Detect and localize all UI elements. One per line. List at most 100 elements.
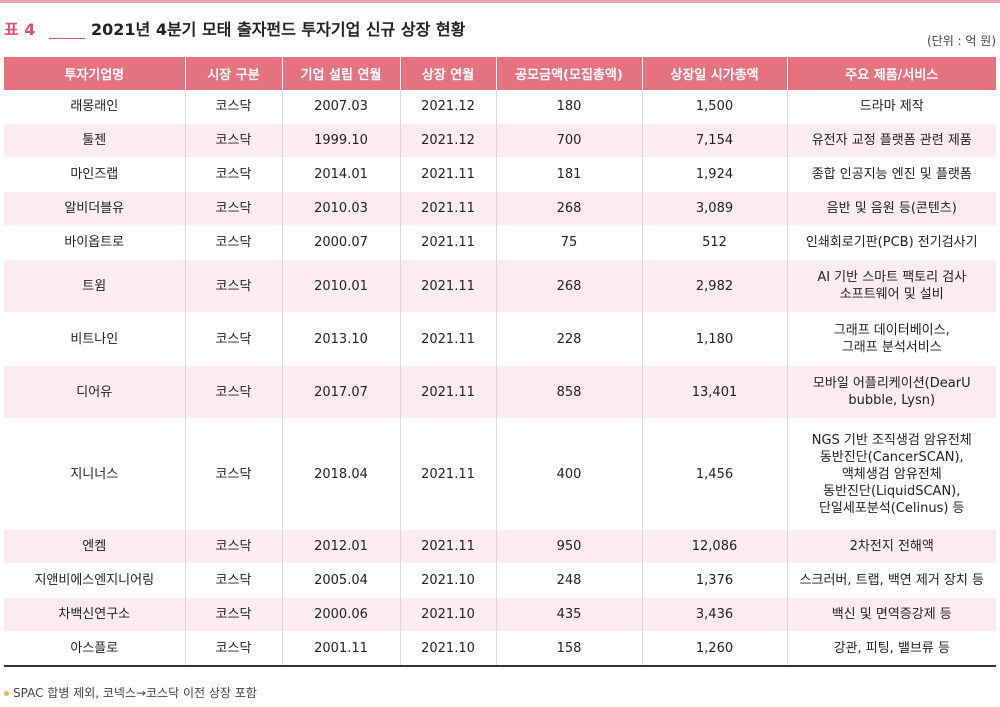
market-cap-cell: 3,436 — [641, 597, 787, 632]
market-cap-cell: 1,260 — [641, 631, 787, 666]
market-cell: 코스닥 — [184, 123, 282, 158]
offering-cell: 75 — [495, 225, 642, 260]
table-row: 바이옵트로 코스닥 2000.07 2021.11 75 512 인쇄회로기판(… — [4, 225, 996, 260]
market-cap-cell: 2,982 — [641, 259, 787, 313]
founded-cell: 2010.01 — [281, 259, 400, 313]
table-row: 래몽래인 코스닥 2007.03 2021.12 180 1,500 드라마 제… — [4, 90, 996, 124]
company-cell: 지니너스 — [70, 466, 119, 482]
product-cell: 드라마 제작 — [786, 90, 996, 124]
market-cell: 코스닥 — [184, 90, 282, 124]
table-row: 비트나인 코스닥 2013.10 2021.11 228 1,180 그래프 데… — [4, 312, 996, 366]
product-cell: 음반 및 음원 등(콘텐츠) — [786, 191, 996, 226]
offering-cell: 435 — [495, 597, 642, 632]
listed-cell: 2021.10 — [399, 563, 496, 598]
market-cap-cell: 1,456 — [641, 418, 787, 530]
offering-cell: 858 — [495, 365, 642, 419]
company-cell: 엔켐 — [4, 529, 185, 564]
founded-cell: 2014.01 — [281, 157, 400, 192]
product-cell: 스크러버, 트랩, 백연 제거 장치 등 — [786, 563, 996, 598]
founded-cell: 2017.07 — [281, 365, 400, 419]
listed-cell: 2021.10 — [399, 597, 496, 632]
product-cell: 종합 인공지능 엔진 및 플랫폼 — [786, 157, 996, 192]
company-cell: 래몽래인 — [70, 99, 119, 114]
founded-cell: 2018.04 — [281, 418, 400, 530]
market-cell: 코스닥 — [184, 225, 282, 260]
market-cap-cell: 1,924 — [641, 157, 787, 192]
col-header-products: 주요 제품/서비스 — [786, 57, 996, 90]
market-cap-cell: 3,089 — [641, 191, 787, 226]
founded-cell: 1999.10 — [281, 123, 400, 158]
market-cap-cell: 1,500 — [641, 90, 787, 124]
col-header-company: 투자기업명 — [4, 57, 185, 90]
col-header-founded: 기업 설립 연월 — [281, 57, 400, 90]
offering-cell: 248 — [495, 563, 642, 598]
unit-note: (단위 : 억 원) — [926, 34, 996, 48]
product-cell: 인쇄회로기판(PCB) 전기검사기 — [786, 225, 996, 260]
market-cap-cell: 1,180 — [641, 312, 787, 366]
market-cell: 코스닥 — [184, 529, 282, 564]
col-header-offering: 공모금액(모집총액) — [495, 57, 642, 90]
listed-cell: 2021.11 — [399, 418, 496, 530]
table-row: 트윔 코스닥 2010.01 2021.11 268 2,982 AI 기반 스… — [4, 259, 996, 313]
company-cell: 지앤비에스엔지니어링 — [34, 573, 155, 588]
col-header-market-cap: 상장일 시가총액 — [641, 57, 787, 90]
header-row: 투자기업명 시장 구분 기업 설립 연월 상장 연월 공모금액(모집총액) 상장… — [4, 57, 996, 90]
table-row: 지니너스 코스닥 2018.04 2021.11 400 1,456 NGS 기… — [4, 418, 996, 530]
market-cap-cell: 1,376 — [641, 563, 787, 598]
offering-cell: 228 — [495, 312, 642, 366]
product-cell: 2차전지 전해액 — [786, 529, 996, 564]
listed-cell: 2021.11 — [399, 157, 496, 192]
table-row: 툴젠 코스닥 1999.10 2021.12 700 7,154 유전자 교정 … — [4, 123, 996, 158]
product-cell: 유전자 교정 플랫폼 관련 제품 — [786, 123, 996, 158]
listed-cell: 2021.11 — [399, 365, 496, 419]
offering-cell: 700 — [495, 123, 642, 158]
offering-cell: 950 — [495, 529, 642, 564]
label-underline — [49, 38, 85, 39]
product-cell: NGS 기반 조직생검 암유전체 동반진단(CancerSCAN), 액체생검 … — [786, 418, 996, 530]
founded-cell: 2000.07 — [281, 225, 400, 260]
founded-cell: 2001.11 — [281, 631, 400, 666]
company-cell: 비트나인 — [70, 331, 119, 347]
listing-table: 투자기업명 시장 구분 기업 설립 연월 상장 연월 공모금액(모집총액) 상장… — [4, 57, 996, 667]
offering-cell: 268 — [495, 259, 642, 313]
company-cell: 알비더블유 — [4, 191, 185, 226]
col-header-listed: 상장 연월 — [399, 57, 496, 90]
offering-cell: 268 — [495, 191, 642, 226]
table-row: 지앤비에스엔지니어링 코스닥 2005.04 2021.10 248 1,376… — [4, 563, 996, 598]
table-header: 표 4 2021년 4분기 모태 출자펀드 투자기업 신규 상장 현황 (단위 … — [4, 16, 996, 48]
market-cell: 코스닥 — [184, 312, 282, 366]
company-cell: 툴젠 — [4, 123, 185, 158]
table-row: 마인즈랩 코스닥 2014.01 2021.11 181 1,924 종합 인공… — [4, 157, 996, 192]
table-row: 차백신연구소 코스닥 2000.06 2021.10 435 3,436 백신 … — [4, 597, 996, 632]
listed-cell: 2021.11 — [399, 529, 496, 564]
footnote: SPAC 합병 제외, 코넥스→코스닥 이전 상장 포함 — [4, 684, 257, 701]
company-cell: 차백신연구소 — [4, 597, 185, 632]
footnote-text: SPAC 합병 제외, 코넥스→코스닥 이전 상장 포함 — [13, 686, 257, 700]
market-cell: 코스닥 — [184, 418, 282, 530]
listed-cell: 2021.11 — [399, 191, 496, 226]
company-cell: 아스플로 — [70, 641, 119, 656]
market-cap-cell: 7,154 — [641, 123, 787, 158]
market-cell: 코스닥 — [184, 157, 282, 192]
founded-cell: 2007.03 — [281, 90, 400, 124]
product-cell: 백신 및 면역증강제 등 — [786, 597, 996, 632]
market-cell: 코스닥 — [184, 597, 282, 632]
market-cell: 코스닥 — [184, 365, 282, 419]
market-cell: 코스닥 — [184, 259, 282, 313]
market-cell: 코스닥 — [184, 563, 282, 598]
listed-cell: 2021.11 — [399, 225, 496, 260]
table-row: 엔켐 코스닥 2012.01 2021.11 950 12,086 2차전지 전… — [4, 529, 996, 564]
product-cell: 모바일 어플리케이션(DearU bubble, Lysn) — [786, 365, 996, 419]
listed-cell: 2021.11 — [399, 259, 496, 313]
market-cell: 코스닥 — [184, 191, 282, 226]
table-title: 2021년 4분기 모태 출자펀드 투자기업 신규 상장 현황 — [91, 20, 466, 39]
table-row: 알비더블유 코스닥 2010.03 2021.11 268 3,089 음반 및… — [4, 191, 996, 226]
top-rule — [0, 0, 1000, 3]
company-cell: 마인즈랩 — [70, 167, 119, 182]
company-cell: 바이옵트로 — [64, 235, 125, 250]
founded-cell: 2000.06 — [281, 597, 400, 632]
market-cap-cell: 12,086 — [641, 529, 787, 564]
listed-cell: 2021.12 — [399, 90, 496, 124]
listed-cell: 2021.12 — [399, 123, 496, 158]
offering-cell: 400 — [495, 418, 642, 530]
